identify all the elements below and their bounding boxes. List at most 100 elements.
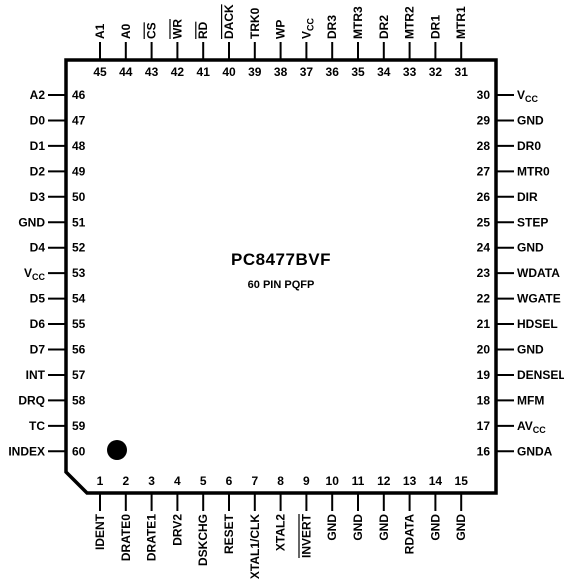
pin-5: 5 DSKCHG xyxy=(196,474,210,566)
pin-53-label: VCC xyxy=(24,266,46,282)
pin-60: 60 INDEX xyxy=(8,444,85,458)
pin-45: 45 A1 xyxy=(93,23,107,79)
pin-number: 10 xyxy=(326,474,340,488)
pin-24: 24 GND xyxy=(477,241,544,255)
pin-58-label: DRQ xyxy=(18,393,45,407)
pin-number: 29 xyxy=(477,113,491,127)
pin-27: 27 MTR0 xyxy=(477,164,550,178)
pin-number: 49 xyxy=(72,164,86,178)
pin-number: 39 xyxy=(248,65,262,79)
chip-package: 60 PIN PQFP xyxy=(248,279,315,291)
pin-10: 10 GND xyxy=(325,474,339,541)
pin-number: 40 xyxy=(222,65,236,79)
pin-13-label: RDATA xyxy=(403,514,417,555)
chip-part-number: PC8477BVF xyxy=(231,250,331,269)
pin-35: 35 MTR3 xyxy=(351,6,365,79)
pin-1-label: IDENT xyxy=(93,513,107,550)
pin-number: 14 xyxy=(429,474,443,488)
pin-23-label: WDATA xyxy=(517,266,560,280)
pin-number: 55 xyxy=(72,317,86,331)
pin-4-label: DRV2 xyxy=(170,514,184,546)
pin-57-label: INT xyxy=(26,368,46,382)
pin-17: 17 AVCC xyxy=(477,419,547,435)
pin-number: 3 xyxy=(148,474,155,488)
pin-number: 24 xyxy=(477,241,491,255)
pin-29-label: GND xyxy=(517,113,544,127)
pin-17-label: AVCC xyxy=(517,419,546,435)
pin-46-label: A2 xyxy=(30,88,46,102)
pin-number: 19 xyxy=(477,368,491,382)
pin-number: 13 xyxy=(403,474,417,488)
pin-28: 28 DR0 xyxy=(477,139,542,153)
pin-51: 51 GND xyxy=(18,215,85,229)
pin-22: 22 WGATE xyxy=(477,292,561,306)
pin-36: 36 DR3 xyxy=(325,15,339,79)
pin-number: 54 xyxy=(72,292,86,306)
pin-number: 51 xyxy=(72,215,86,229)
pin-number: 52 xyxy=(72,241,86,255)
pin-14: 14 GND xyxy=(428,474,442,541)
pin-6-label: RESET xyxy=(222,513,236,554)
pin-16-label: GNDA xyxy=(517,444,553,458)
pin-31-label: MTR1 xyxy=(454,6,468,39)
pin-15-label: GND xyxy=(454,514,468,541)
pin-60-label: INDEX xyxy=(8,444,45,458)
pin-33: 33 MTR2 xyxy=(403,6,417,79)
pin-42: 42 WR xyxy=(170,19,184,79)
pin-number: 5 xyxy=(200,474,207,488)
pin-44-label: A0 xyxy=(119,23,133,39)
pin-2-label: DRATE0 xyxy=(119,514,133,561)
pin-51-label: GND xyxy=(18,215,45,229)
pin-11: 11 GND xyxy=(351,474,365,541)
pin-55: 55 D6 xyxy=(30,317,86,331)
pin-number: 28 xyxy=(477,139,491,153)
pin-45-label: A1 xyxy=(93,23,107,39)
pin-number: 22 xyxy=(477,292,491,306)
pin-49: 49 D2 xyxy=(30,164,86,178)
pin-number: 34 xyxy=(377,65,391,79)
pin-number: 43 xyxy=(145,65,159,79)
pin-30-label: VCC xyxy=(517,88,539,104)
pin-11-label: GND xyxy=(351,514,365,541)
pin-50-label: D3 xyxy=(30,190,46,204)
pin-number: 38 xyxy=(274,65,288,79)
pin-25: 25 STEP xyxy=(477,215,549,229)
pin-50: 50 D3 xyxy=(30,190,86,204)
pin-46: 46 A2 xyxy=(30,88,86,102)
pin-number: 16 xyxy=(477,444,491,458)
pin-59: 59 TC xyxy=(29,419,86,433)
pins: 45A144A043CS42WR41RD40DACK39TRK038WP37VC… xyxy=(8,4,564,579)
pin-number: 17 xyxy=(477,419,491,433)
pin-26: 26 DIR xyxy=(477,190,538,204)
chip-body xyxy=(64,58,498,495)
pin-41: 41 RD xyxy=(196,21,210,79)
pin-number: 44 xyxy=(119,65,133,79)
pin-number: 26 xyxy=(477,190,491,204)
pin-number: 20 xyxy=(477,343,491,357)
pin-12: 12 GND xyxy=(377,474,391,541)
pin-37: 37 VCC xyxy=(299,17,315,79)
pin-21-label: HDSEL xyxy=(517,317,558,331)
pin-6: 6 RESET xyxy=(222,474,236,554)
pin-10-label: GND xyxy=(325,514,339,541)
pin-36-label: DR3 xyxy=(325,15,339,39)
pin-47-label: D0 xyxy=(30,113,46,127)
pin-number: 15 xyxy=(455,474,469,488)
pin-number: 48 xyxy=(72,139,86,153)
pin-43-label: CS xyxy=(145,22,159,39)
pin-5-label: DSKCHG xyxy=(196,514,210,566)
pin-1: 1 IDENT xyxy=(93,474,107,550)
pin-number: 8 xyxy=(277,474,284,488)
pin-25-label: STEP xyxy=(517,215,548,229)
pin-31: 31 MTR1 xyxy=(454,6,468,79)
pin-43: 43 CS xyxy=(145,22,159,79)
pin-7-label: XTAL1/CLK xyxy=(248,514,262,579)
pin-23: 23 WDATA xyxy=(477,266,561,280)
pin-49-label: D2 xyxy=(30,164,46,178)
pin-4: 4 DRV2 xyxy=(170,474,184,546)
pin-number: 31 xyxy=(455,65,469,79)
pin-12-label: GND xyxy=(377,514,391,541)
pin-44: 44 A0 xyxy=(119,23,133,79)
pin-34-label: DR2 xyxy=(377,15,391,39)
